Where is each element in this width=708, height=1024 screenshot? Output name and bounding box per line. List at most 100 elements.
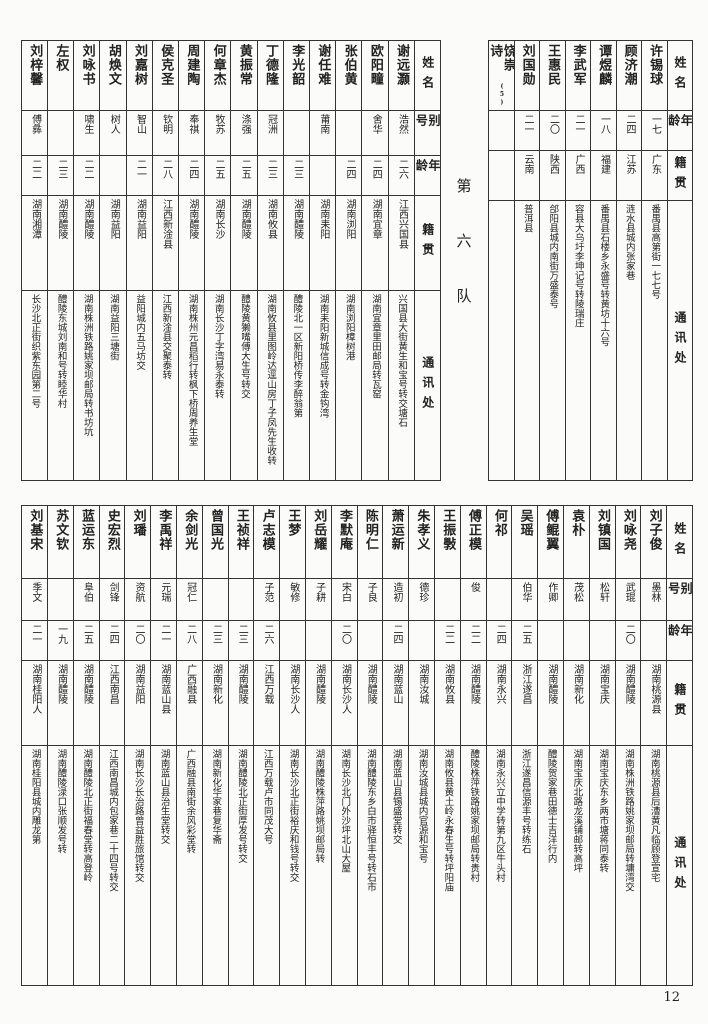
address-cell: 湖南宝庆北路龙溪铺邮转高坪 xyxy=(563,745,590,986)
name-cell-text: 谢任难 xyxy=(315,44,331,86)
header-cell: 年龄 xyxy=(666,110,693,151)
native-cell-text: 湖南醴陵 xyxy=(55,199,67,239)
age-cell: 二三 xyxy=(282,155,310,196)
address-cell: 郃阳县城内南街万盛泰号 xyxy=(539,200,566,481)
address-cell: 醴陵贺家巷田德士吉洋行内 xyxy=(537,745,564,986)
address-cell: 湖南益阳三塘街 xyxy=(99,290,127,481)
name-cell: 蓝运东 xyxy=(72,505,100,579)
alias-cell: 莆南 xyxy=(309,110,337,156)
name-cell: 饶崇诗 (5) xyxy=(488,40,515,111)
age-cell-text: 一八 xyxy=(598,114,610,134)
alias-cell-text: 墨林 xyxy=(649,582,661,602)
address-cell: 湖南桃源县后漕黄凡临顾登宣宅 xyxy=(640,745,668,986)
address-cell-text: 湖南永兴立中学转第九区牛头村 xyxy=(493,749,505,882)
native-cell-text: 湖南长沙人 xyxy=(339,664,351,714)
name-cell-text: 李禹祥 xyxy=(156,509,172,551)
name-cell-text: 王惠民 xyxy=(545,44,561,86)
address-cell: 长沙北正街织紫东园第二号 xyxy=(20,290,48,481)
native-cell-text: 湖南醴陵 xyxy=(468,664,480,704)
name-cell: 许锡球 xyxy=(641,40,668,111)
alias-cell-text: 冠仁 xyxy=(184,582,196,602)
native-cell: 湖南攸县 xyxy=(434,660,461,746)
native-cell-text: 湖南醴陵 xyxy=(236,664,248,704)
name-cell-text: 王振斅 xyxy=(440,509,456,551)
address-cell: 广西融县南街余风彩堂转 xyxy=(176,745,203,986)
alias-cell-text: 奉祺 xyxy=(186,114,198,134)
address-cell: 湖南醴陵北正街福春堂转高登岭 xyxy=(72,745,100,986)
header-cell: 籍贯 xyxy=(666,660,693,746)
age-cell: 二四 xyxy=(178,155,206,196)
alias-cell-text: 子耕 xyxy=(313,582,325,602)
alias-cell xyxy=(47,578,74,621)
address-cell-text: 江西南昌城内包家巷二十四号转交 xyxy=(106,749,118,892)
alias-cell-text: 茂松 xyxy=(571,582,583,602)
age-cell-text: 二二 xyxy=(82,159,94,179)
address-cell-text: 醴陵北一区新阳桥传李醉翁第 xyxy=(291,294,303,418)
alias-cell: 子耕 xyxy=(305,578,332,621)
age-cell: 二六 xyxy=(253,620,281,661)
age-cell: 二三 xyxy=(47,155,75,196)
name-cell: 吴瑶 xyxy=(511,505,539,579)
native-cell: 湖南宜章 xyxy=(361,195,389,291)
age-cell-text: 二〇 xyxy=(133,624,145,644)
name-cell-text: 李默庵 xyxy=(337,509,353,551)
name-cell: 苏文钦 xyxy=(47,505,74,579)
age-cell-text: 二八 xyxy=(160,159,172,179)
native-cell: 湖南攸县 xyxy=(256,195,284,291)
name-cell-text: 卢志模 xyxy=(259,509,275,551)
address-cell-text: 湖南醴陵株萍路姚坝邮局转 xyxy=(313,749,325,863)
name-cell: 傅正模 xyxy=(459,505,487,579)
age-cell-text: 二六 xyxy=(262,624,274,644)
header-cell-text: 别号 xyxy=(414,114,441,134)
name-cell: 曾国光 xyxy=(201,505,229,579)
native-cell: 陕西 xyxy=(539,150,566,201)
address-cell-text: 湖南新化华家巷复华斋 xyxy=(210,749,222,844)
address-cell xyxy=(488,200,515,481)
name-cell: 刘咏书 xyxy=(73,40,101,111)
native-cell: 湖南醴陵 xyxy=(73,195,101,291)
age-cell: 二四 xyxy=(485,620,513,661)
address-cell-text: 醴陵贺家巷田德士吉洋行内 xyxy=(545,749,557,863)
native-cell-text: 湖南宝庆 xyxy=(597,664,609,704)
address-cell: 醴陵黄獭嘴傅大生号转交 xyxy=(230,290,258,481)
native-cell: 湖南醴陵 xyxy=(47,660,74,746)
name-cell: 谢任难 xyxy=(309,40,337,111)
native-cell-text: 湖南益阳 xyxy=(108,199,120,239)
age-cell: 二二 xyxy=(434,620,461,661)
alias-cell-text: 舍华 xyxy=(370,114,382,134)
address-cell: 湖南永兴立中学转第九区牛头村 xyxy=(485,745,513,986)
header-cell: 籍贯 xyxy=(666,150,693,201)
header-cell-text: 通讯处 xyxy=(672,835,687,896)
alias-cell: 舍华 xyxy=(361,110,389,156)
address-cell-text: 长沙北正街织紫东园第二号 xyxy=(29,294,41,408)
age-cell-text: 二五 xyxy=(239,159,251,179)
native-cell: 湖南湘潭 xyxy=(20,195,48,291)
native-cell: 湖南醴陵 xyxy=(614,660,642,746)
native-cell: 湖南醴陵 xyxy=(72,660,100,746)
address-cell-text: 普洱县 xyxy=(521,204,533,233)
address-cell-text: 广西融县南街余风彩堂转 xyxy=(184,749,196,854)
native-cell: 湖南长沙人 xyxy=(330,660,358,746)
address-cell-text: 江西万载卢市同茂大号 xyxy=(261,749,273,844)
age-cell-text: 二六 xyxy=(396,159,408,179)
native-cell-text: 湖南醴陵 xyxy=(545,664,557,704)
age-cell: 一七 xyxy=(641,110,668,151)
name-cell: 刘璠 xyxy=(124,505,152,579)
alias-cell-text: 德珍 xyxy=(416,582,428,602)
age-cell-text: 二四 xyxy=(344,159,356,179)
address-cell-text: 醴陵株萍铁路姚家坝邮局转贵村 xyxy=(468,749,480,882)
age-cell xyxy=(279,620,306,661)
name-cell: 左权 xyxy=(47,40,75,111)
address-cell: 湖南新化华家巷复华斋 xyxy=(201,745,229,986)
header-cell: 通讯处 xyxy=(413,290,441,481)
native-cell: 湖南益阳 xyxy=(125,195,153,291)
address-cell-text: 容县大乌圩李坤记号转陵瑞庄 xyxy=(572,204,584,328)
alias-cell xyxy=(485,578,513,621)
address-cell: 湖南株洲铁路姚家坝邮局转墉湾交 xyxy=(614,745,642,986)
address-cell: 湖南攸县里图岭达逕山房丁子凤先生收转 xyxy=(256,290,284,481)
age-cell: 二五 xyxy=(72,620,100,661)
name-cell: 刘镇国 xyxy=(588,505,616,579)
name-cell-text: 刘咏书 xyxy=(79,44,95,86)
alias-cell-text: 涤强 xyxy=(239,114,251,134)
address-cell-text: 湖南株洲铁路姚家坝邮局转书坊坑 xyxy=(81,294,93,437)
